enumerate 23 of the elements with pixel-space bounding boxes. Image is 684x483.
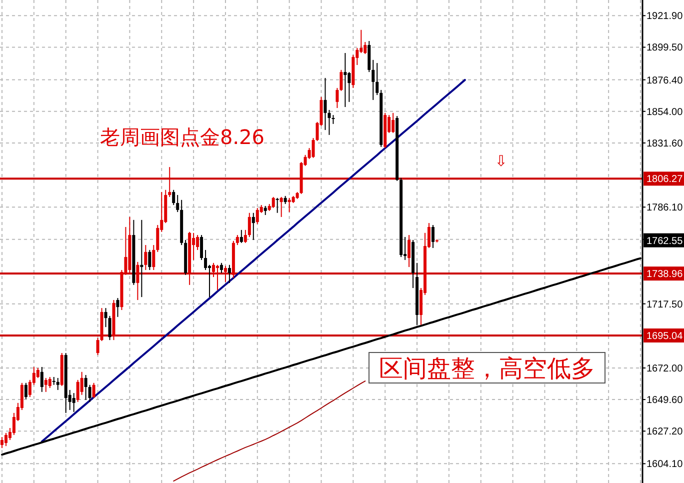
y-tick-label: 1899.50 <box>646 42 684 54</box>
y-tick-label: 1649.60 <box>646 395 684 406</box>
annotation: ⇩ <box>494 152 508 170</box>
ref-label: 1806.27 <box>644 172 684 186</box>
ref-line-label: 1695.04 <box>646 330 684 342</box>
y-tick-label: 1831.60 <box>646 138 684 150</box>
y-tick-label: 1921.90 <box>646 11 684 22</box>
y-tick-label: 1627.20 <box>646 426 684 438</box>
annotation: 区间盘整，高空低多 <box>379 354 595 382</box>
ref-label: 1695.04 <box>644 328 684 342</box>
y-tick-label: 1717.50 <box>646 299 684 310</box>
y-tick-label: 1604.10 <box>646 459 684 470</box>
price-label: 1762.55 <box>644 233 684 248</box>
line-series <box>173 380 366 482</box>
y-tick-label: 1876.40 <box>646 75 684 86</box>
y-tick-label: 1854.00 <box>646 106 684 118</box>
title: 老周画图点金8.26 <box>100 125 265 149</box>
y-tick-label: 1786.10 <box>646 202 684 214</box>
ref-label: 1738.96 <box>644 266 684 281</box>
annotation: 区间盘整，高空低多 <box>368 352 606 384</box>
ref-line-label: 1806.27 <box>646 174 684 186</box>
ref-line-label: 1738.96 <box>646 269 684 280</box>
y-tick-label: 1672.00 <box>646 363 684 374</box>
